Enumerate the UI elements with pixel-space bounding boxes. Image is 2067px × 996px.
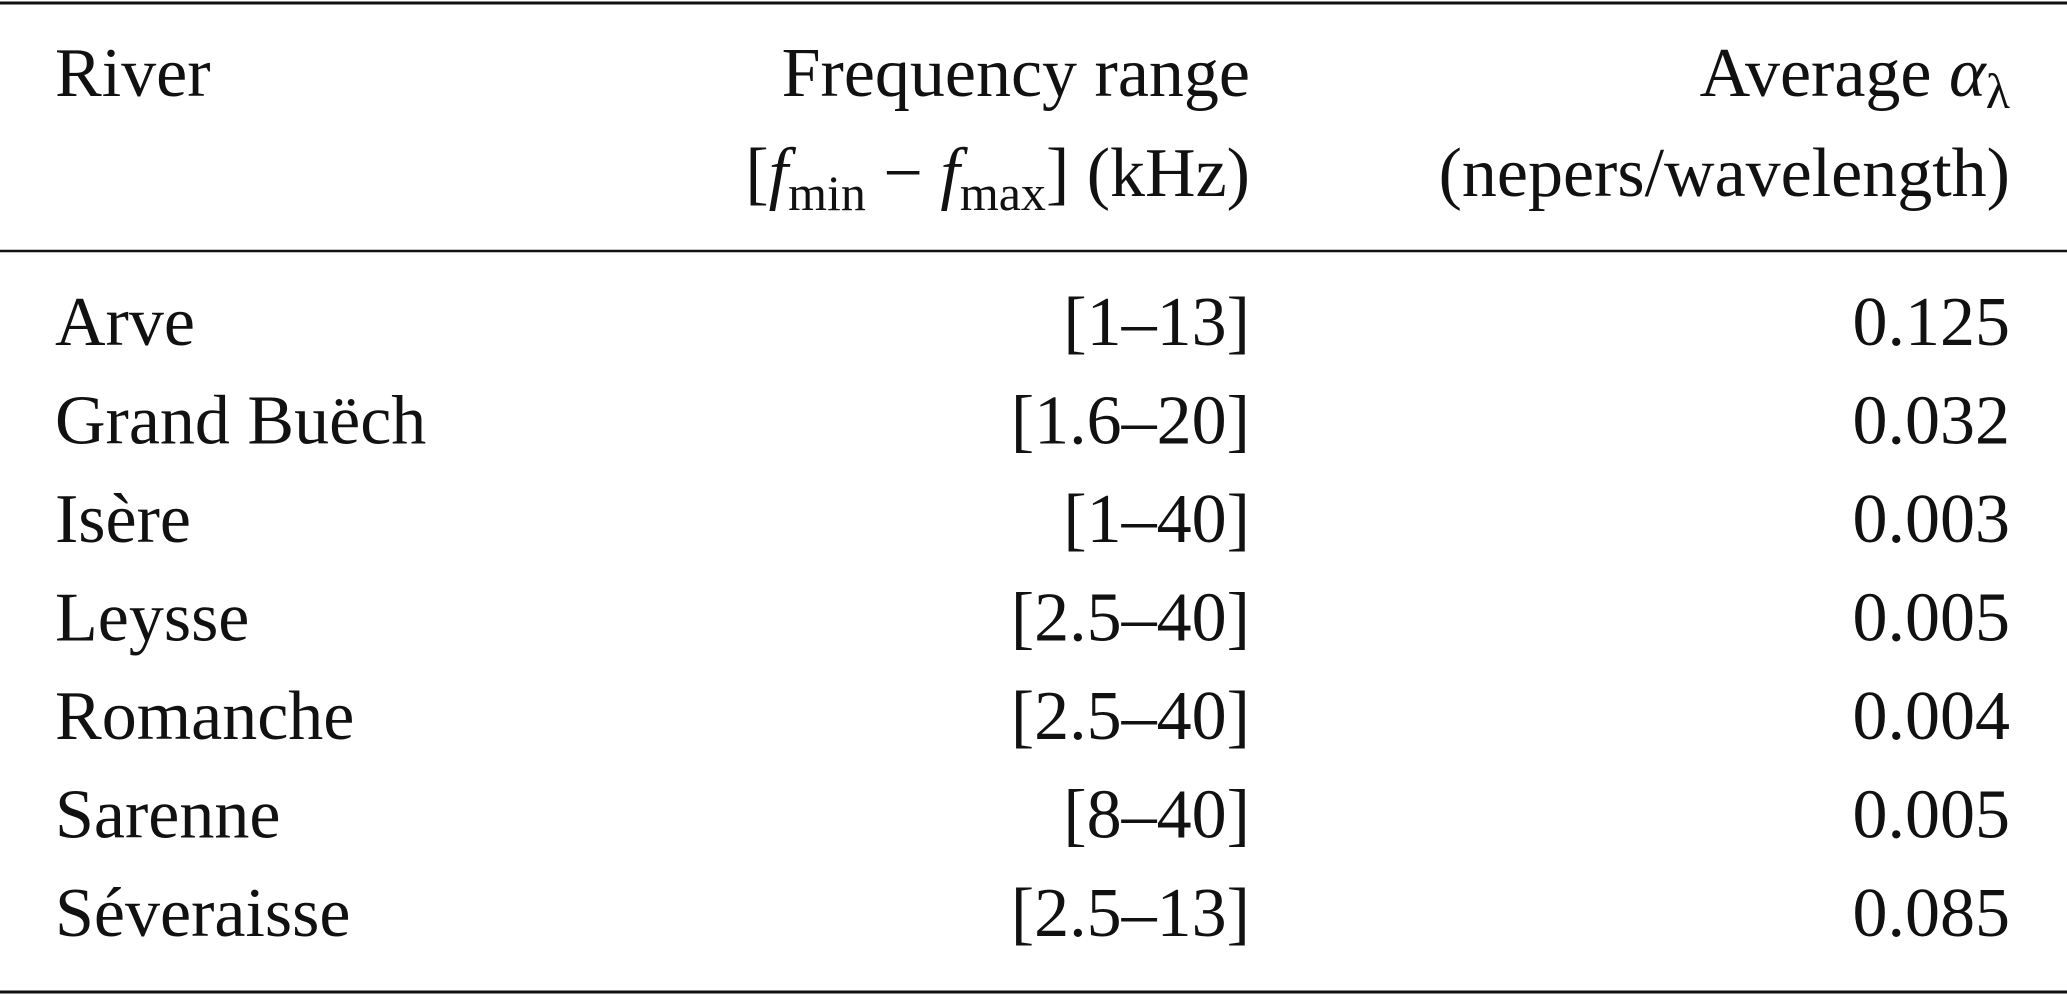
river-name: Grand Buëch bbox=[55, 383, 426, 460]
attenuation: 0.032 bbox=[1853, 383, 2011, 460]
header-frequency-units: [fmin − fmax] (kHz) bbox=[745, 135, 1250, 221]
symbol: α bbox=[1949, 35, 1987, 112]
river-name: Arve bbox=[55, 284, 195, 361]
subscript: λ bbox=[1986, 63, 2010, 119]
river-name: Isère bbox=[55, 481, 191, 558]
frequency-range: [2.5–40] bbox=[1011, 678, 1250, 755]
subscript: max bbox=[960, 165, 1046, 221]
river-name: Séveraisse bbox=[55, 875, 350, 952]
river-name: Sarenne bbox=[55, 777, 280, 854]
subscript: min bbox=[788, 165, 866, 221]
text: − bbox=[866, 135, 940, 212]
river-name: Leysse bbox=[55, 580, 249, 657]
header-river: River bbox=[55, 35, 211, 112]
header-alpha-units: (nepers/wavelength) bbox=[1439, 135, 2010, 212]
attenuation: 0.005 bbox=[1853, 580, 2011, 657]
attenuation: 0.003 bbox=[1853, 481, 2011, 558]
attenuation: 0.085 bbox=[1853, 875, 2011, 952]
frequency-range: [2.5–40] bbox=[1011, 580, 1250, 657]
attenuation: 0.125 bbox=[1853, 284, 2011, 361]
text: Average bbox=[1700, 35, 1949, 112]
frequency-range: [2.5–13] bbox=[1011, 875, 1250, 952]
frequency-range: [8–40] bbox=[1063, 777, 1250, 854]
header-frequency: Frequency range bbox=[782, 35, 1250, 112]
frequency-range: [1–13] bbox=[1063, 284, 1250, 361]
attenuation: 0.004 bbox=[1853, 678, 2011, 755]
header-alpha: Average αλ bbox=[1700, 35, 2010, 119]
attenuation: 0.005 bbox=[1853, 777, 2011, 854]
text: [ bbox=[745, 135, 768, 212]
frequency-range: [1.6–20] bbox=[1011, 383, 1250, 460]
text: ] (kHz) bbox=[1046, 135, 1250, 212]
frequency-range: [1–40] bbox=[1063, 481, 1250, 558]
river-name: Romanche bbox=[55, 678, 354, 755]
